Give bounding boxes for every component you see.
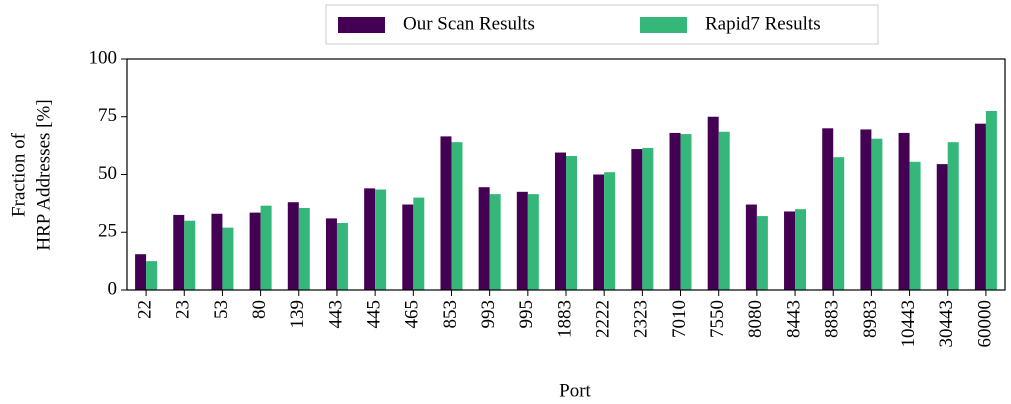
- bar: [680, 134, 692, 290]
- bar: [936, 164, 948, 290]
- x-tick-label: 8983: [860, 300, 881, 338]
- x-axis-title: Port: [559, 380, 591, 401]
- bar: [669, 132, 681, 290]
- bar: [135, 254, 147, 290]
- x-tick-label: 7550: [707, 300, 728, 338]
- x-tick-label: 60000: [974, 300, 995, 348]
- x-tick-label: 10443: [898, 300, 919, 348]
- x-tick-label: 8883: [822, 300, 843, 338]
- bar: [325, 218, 337, 290]
- x-tick-label: 8080: [745, 300, 766, 338]
- x-tick-label: 30443: [936, 300, 957, 348]
- bar: [631, 149, 643, 290]
- bar: [566, 156, 577, 290]
- x-tick-label: 443: [325, 300, 346, 329]
- bar: [833, 157, 845, 290]
- x-tick-label: 445: [363, 300, 384, 329]
- bar: [478, 187, 490, 290]
- bar: [593, 174, 605, 290]
- bar: [555, 152, 566, 290]
- x-tick-label: 995: [516, 300, 537, 329]
- bar: [784, 211, 796, 290]
- x-tick-label: 2222: [593, 300, 614, 338]
- x-tick-label: 7010: [669, 300, 690, 338]
- bar: [451, 142, 463, 290]
- x-tick-label: 80: [249, 300, 270, 319]
- bar: [860, 129, 872, 290]
- bar: [604, 172, 616, 290]
- x-tick-label: 8443: [783, 300, 804, 338]
- x-tick-label: 1883: [554, 300, 575, 338]
- bar: [909, 161, 921, 290]
- bar: [364, 188, 376, 290]
- y-tick-label: 25: [98, 221, 117, 242]
- bar: [745, 204, 757, 290]
- bar: [516, 191, 528, 290]
- bar: [298, 207, 310, 290]
- y-axis-title: HRP Addresses [%]: [33, 99, 54, 250]
- bar: [527, 194, 539, 290]
- bar: [184, 220, 196, 290]
- x-tick-label: 53: [211, 300, 232, 319]
- bar: [642, 147, 654, 290]
- bar: [974, 123, 986, 291]
- legend-swatch: [640, 17, 687, 33]
- bar: [249, 212, 261, 290]
- x-tick-label: 993: [478, 300, 499, 329]
- bar: [173, 214, 185, 290]
- bar: [287, 202, 299, 290]
- x-tick-label: 22: [134, 300, 155, 319]
- x-tick-label: 139: [287, 300, 308, 329]
- y-tick-label: 50: [98, 163, 117, 184]
- y-tick-label: 75: [98, 105, 117, 126]
- bar: [413, 197, 425, 290]
- bar: [375, 189, 387, 290]
- bar: [898, 132, 910, 290]
- x-tick-label: 465: [402, 300, 423, 329]
- bar: [756, 216, 768, 290]
- bar: [146, 261, 158, 290]
- bar: [336, 223, 348, 290]
- bar: [795, 209, 807, 290]
- bar: [947, 142, 959, 290]
- x-tick-label: 853: [440, 300, 461, 329]
- y-tick-label: 100: [89, 47, 118, 68]
- legend-box: [325, 4, 879, 45]
- bar: [211, 213, 223, 290]
- plot-frame: [126, 58, 1006, 291]
- bar: [871, 138, 883, 290]
- legend-swatch: [338, 17, 385, 33]
- y-tick-label: 0: [108, 278, 118, 299]
- bar: [402, 204, 414, 290]
- x-tick-label: 2323: [631, 300, 652, 338]
- bar: [822, 128, 834, 290]
- legend-label: Rapid7 Results: [705, 13, 821, 34]
- x-tick-label: 23: [173, 300, 194, 319]
- bar: [440, 136, 452, 290]
- bar: [222, 227, 234, 290]
- bar: [985, 110, 997, 290]
- bar: [260, 205, 272, 290]
- y-axis-title: Fraction of: [8, 132, 29, 217]
- bar: [707, 116, 719, 290]
- bar: [489, 194, 501, 290]
- legend-label: Our Scan Results: [403, 13, 535, 34]
- bar: [718, 131, 730, 290]
